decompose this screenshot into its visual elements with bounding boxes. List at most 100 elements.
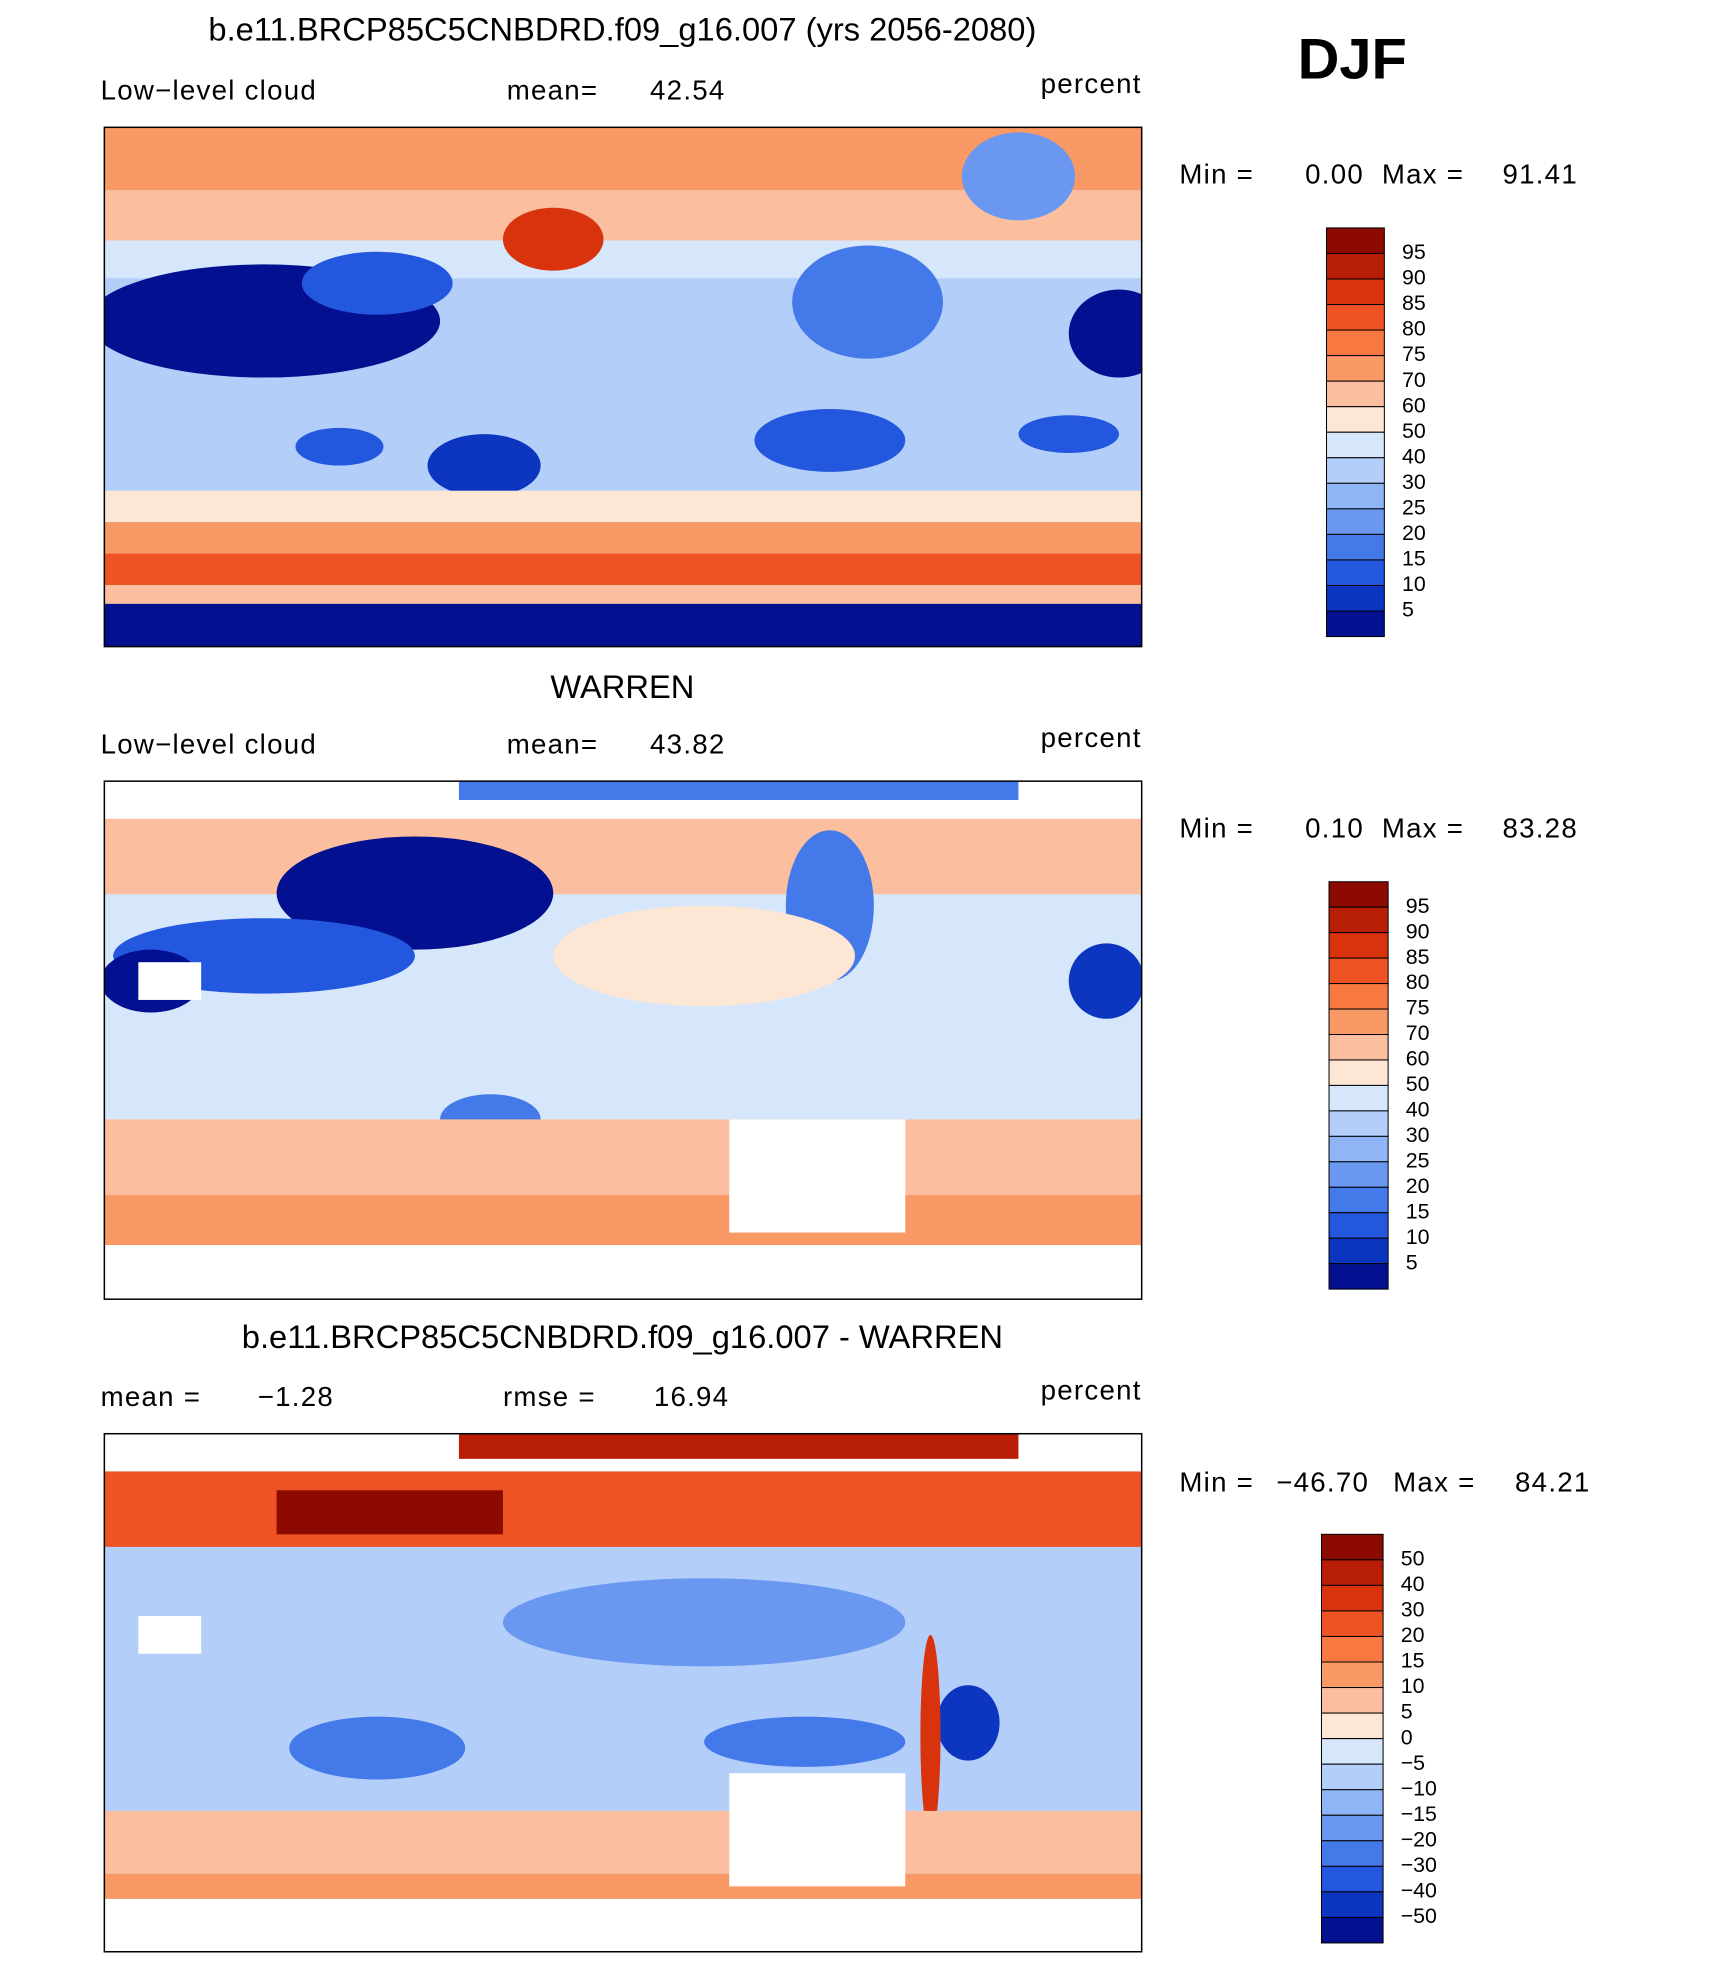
colorbar-cell xyxy=(1320,1916,1384,1944)
colorbar-cell xyxy=(1320,1712,1384,1740)
colorbar-cell xyxy=(1326,584,1385,612)
min-value: 0.10 xyxy=(1305,813,1364,844)
colorbar-label: 95 xyxy=(1402,240,1426,264)
map-frame xyxy=(103,780,1143,1300)
colorbar-label: −50 xyxy=(1401,1904,1437,1928)
colorbar-label: 15 xyxy=(1402,547,1426,571)
colorbar-cell xyxy=(1320,1865,1384,1893)
colorbar-label: 80 xyxy=(1402,317,1426,341)
colorbar-cell xyxy=(1320,1610,1384,1637)
panel-title: b.e11.BRCP85C5CNBDRD.f09_g16.007 (yrs 20… xyxy=(208,10,1036,47)
colorbar-cell xyxy=(1328,1186,1389,1214)
units-label: percent xyxy=(1041,1375,1142,1406)
max-value: 91.41 xyxy=(1502,159,1577,190)
colorbar-label: 20 xyxy=(1406,1174,1430,1198)
colorbar-cell xyxy=(1328,1237,1389,1265)
colorbar-label: 60 xyxy=(1406,1047,1430,1071)
stat2-value: 16.94 xyxy=(654,1381,729,1412)
units-label: percent xyxy=(1041,68,1142,99)
colorbar-label: 25 xyxy=(1406,1148,1430,1172)
colorbar-label: 50 xyxy=(1401,1546,1425,1570)
colorbar-label: 95 xyxy=(1406,894,1430,918)
map-field xyxy=(104,781,1142,1300)
colorbar-cell xyxy=(1328,932,1389,959)
colorbar-label: 10 xyxy=(1402,572,1426,596)
colorbar-cell xyxy=(1326,252,1385,280)
map-field xyxy=(104,127,1142,647)
colorbar-cell xyxy=(1328,1059,1389,1086)
map-frame xyxy=(103,1432,1143,1953)
colorbar-label: 5 xyxy=(1402,598,1414,622)
season-label: DJF xyxy=(1298,27,1407,91)
units-label: percent xyxy=(1041,722,1142,753)
min-label: Min = xyxy=(1179,159,1254,190)
colorbar-cell xyxy=(1320,1763,1384,1791)
colorbar-cell xyxy=(1320,1533,1384,1561)
colorbar-label: 70 xyxy=(1406,1021,1430,1045)
colorbar-cell xyxy=(1320,1840,1384,1867)
colorbar-cell xyxy=(1320,1584,1384,1612)
colorbar-cell xyxy=(1328,1212,1389,1239)
colorbar-cell xyxy=(1326,533,1385,561)
colorbar-label: 15 xyxy=(1401,1649,1425,1673)
stat2-label: rmse = xyxy=(503,1381,596,1412)
panel-title: b.e11.BRCP85C5CNBDRD.f09_g16.007 - WARRE… xyxy=(242,1318,1003,1355)
colorbar-label: 20 xyxy=(1401,1623,1425,1647)
colorbar-label: 30 xyxy=(1401,1598,1425,1622)
colorbar-label: −20 xyxy=(1401,1827,1437,1851)
colorbar-cell xyxy=(1326,457,1385,484)
stat-value: 42.54 xyxy=(650,74,726,105)
colorbar-cell xyxy=(1320,1891,1384,1918)
colorbar-label: 85 xyxy=(1406,945,1430,969)
map-field xyxy=(104,1433,1142,1952)
colorbar-cell xyxy=(1320,1687,1384,1714)
min-label: Min = xyxy=(1179,813,1254,844)
colorbar-cell xyxy=(1326,559,1385,586)
colorbar-label: 30 xyxy=(1406,1123,1430,1147)
stat-label: mean = xyxy=(101,1381,202,1412)
colorbar-cell xyxy=(1320,1661,1384,1689)
colorbar-cell xyxy=(1320,1814,1384,1842)
stat-value: 43.82 xyxy=(650,728,726,759)
colorbar-label: 85 xyxy=(1402,291,1426,315)
colorbar-label: 20 xyxy=(1402,521,1426,545)
colorbar-label: 10 xyxy=(1406,1225,1430,1249)
colorbar-label: −5 xyxy=(1401,1751,1425,1775)
panel-title: WARREN xyxy=(550,668,694,705)
colorbar-cell xyxy=(1328,1135,1389,1163)
colorbar-label: 0 xyxy=(1401,1725,1413,1749)
colorbar-cell xyxy=(1326,278,1385,306)
colorbar-cell xyxy=(1328,1008,1389,1036)
colorbar-label: 90 xyxy=(1402,266,1426,290)
max-value: 84.21 xyxy=(1515,1466,1591,1497)
colorbar-label: 25 xyxy=(1402,495,1426,519)
colorbar-label: 5 xyxy=(1406,1250,1418,1274)
colorbar-cell xyxy=(1326,380,1385,408)
min-value: 0.00 xyxy=(1305,159,1364,190)
variable-label: Low−level cloud xyxy=(101,74,317,105)
colorbar-cell xyxy=(1328,983,1389,1010)
colorbar-label: −40 xyxy=(1401,1879,1437,1903)
colorbar-cell xyxy=(1326,329,1385,357)
max-label: Max = xyxy=(1393,1466,1475,1497)
colorbar-cell xyxy=(1328,1263,1389,1290)
colorbar-label: 40 xyxy=(1402,444,1426,468)
map-frame xyxy=(103,126,1143,648)
colorbar-cell xyxy=(1326,508,1385,535)
stat-value: −1.28 xyxy=(258,1381,334,1412)
colorbar-cell xyxy=(1328,1084,1389,1112)
colorbar-cell xyxy=(1320,1635,1384,1663)
stat-label: mean= xyxy=(507,74,599,105)
colorbar-cell xyxy=(1320,1789,1384,1816)
colorbar-label: 5 xyxy=(1401,1700,1413,1724)
colorbar-label: 80 xyxy=(1406,970,1430,994)
colorbar-label: 70 xyxy=(1402,368,1426,392)
colorbar-label: 75 xyxy=(1402,342,1426,366)
max-value: 83.28 xyxy=(1502,813,1577,844)
colorbar-cell xyxy=(1320,1738,1384,1765)
colorbar-label: −30 xyxy=(1401,1853,1437,1877)
colorbar-label: 10 xyxy=(1401,1674,1425,1698)
